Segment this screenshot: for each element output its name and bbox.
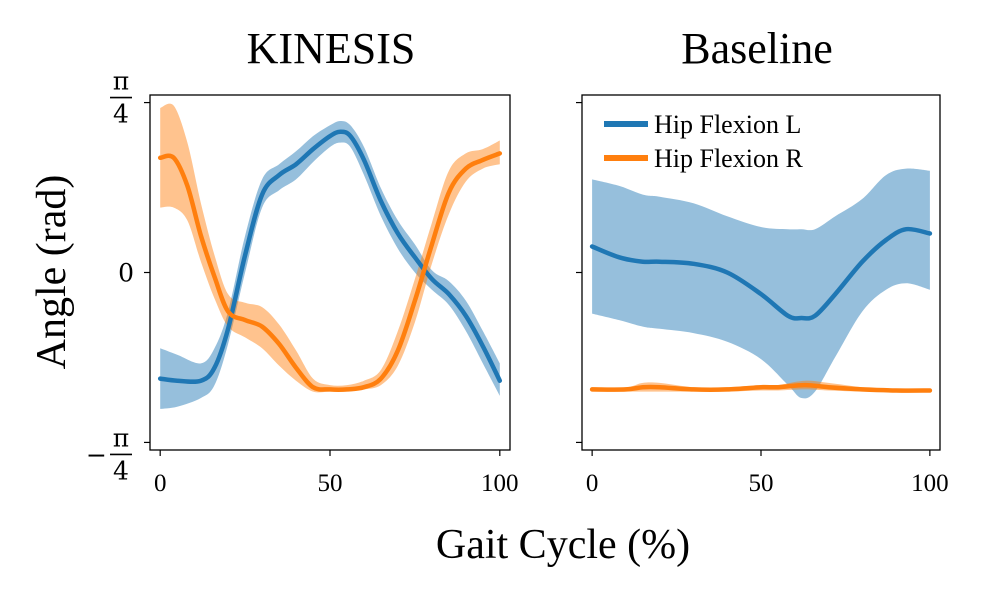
y-tick-label-denominator: 4 [113, 100, 129, 129]
legend: Hip Flexion L Hip Flexion R [604, 110, 803, 173]
panel-baseline: Baseline 0 50 100 Hip Flexion L Hip Flexio… [576, 24, 949, 497]
line-hip-flexion-r [589, 382, 933, 393]
band-group [592, 168, 930, 399]
line-group [589, 226, 933, 393]
legend-label-hip-flexion-r: Hip Flexion R [654, 144, 803, 173]
y-tick-label-numerator: π [113, 423, 129, 452]
band-hip-flexion-l [592, 168, 930, 399]
band-group [160, 103, 500, 409]
x-tick-label: 100 [481, 470, 519, 497]
legend-label-hip-flexion-l: Hip Flexion L [654, 110, 801, 139]
y-tick-label-numerator: π [113, 67, 129, 96]
line-hip-flexion-l [589, 226, 933, 321]
y-tick-label-denominator: 4 [113, 456, 129, 485]
line-hip-flexion-r [157, 151, 503, 392]
x-tick-label: 0 [586, 470, 599, 497]
x-ticks: 0 50 100 [586, 450, 949, 497]
y-tick-label: 0 [118, 259, 134, 288]
y-ticks [576, 101, 582, 444]
line-hip-flexion-l [157, 129, 503, 385]
x-tick-label: 100 [911, 470, 949, 497]
panel-title-kinesis: KINESIS [247, 24, 416, 73]
x-tick-label: 50 [749, 470, 774, 497]
x-axis-label: Gait Cycle (%) [436, 522, 690, 568]
panel-title-baseline: Baseline [681, 24, 833, 73]
line-group [157, 129, 503, 392]
x-tick-label: 50 [318, 470, 343, 497]
axes-frame [149, 94, 511, 451]
x-ticks: 0 50 100 [154, 450, 519, 497]
y-axis-label: Angle (rad) [29, 175, 75, 370]
y-tick-label-sign: − [86, 440, 107, 469]
x-tick-label: 0 [154, 470, 167, 497]
